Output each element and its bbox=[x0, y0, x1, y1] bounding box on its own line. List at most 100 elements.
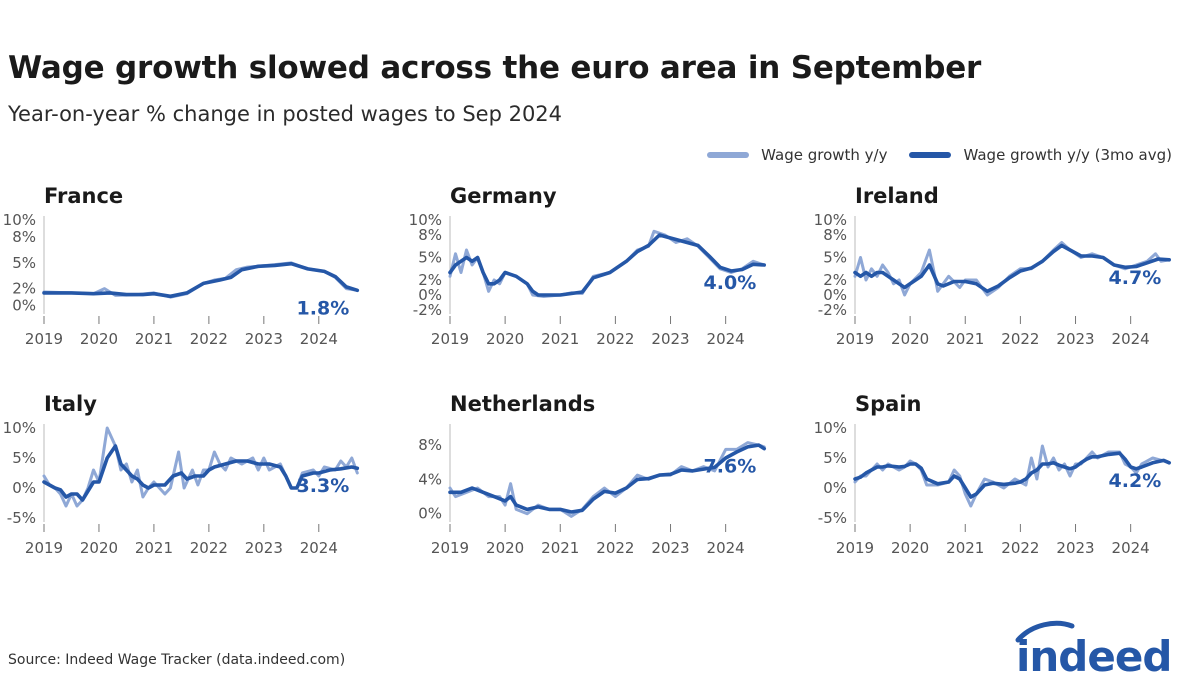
y-tick-label-netherlands: 8% bbox=[418, 436, 442, 454]
panel-title-netherlands: Netherlands bbox=[450, 392, 595, 416]
legend-item-avg: Wage growth y/y (3mo avg) bbox=[909, 146, 1172, 164]
y-tick-label-spain: 5% bbox=[823, 449, 847, 467]
x-tick-label-spain: 2023 bbox=[1056, 539, 1094, 557]
x-tick-label-germany: 2020 bbox=[486, 330, 524, 348]
chart-italy: Italy -5% 0% 5% 10% 2019 2020 2021 2022 2023 2024 3… bbox=[3, 392, 360, 557]
panel-title-france: France bbox=[44, 184, 123, 208]
y-tick-label-france: 5% bbox=[12, 254, 36, 272]
y-tick-label-spain: 0% bbox=[823, 479, 847, 497]
end-value-label-italy: 3.3% bbox=[297, 475, 350, 497]
y-tick-label-netherlands: 0% bbox=[418, 505, 442, 523]
y-tick-label-germany: -2% bbox=[413, 301, 442, 319]
y-tick-label-ireland: 5% bbox=[823, 249, 847, 267]
x-tick-label-france: 2023 bbox=[245, 330, 283, 348]
x-tick-label-spain: 2024 bbox=[1112, 539, 1150, 557]
x-tick-label-ireland: 2019 bbox=[836, 330, 874, 348]
x-tick-label-france: 2019 bbox=[25, 330, 63, 348]
series-line-avg-italy bbox=[42, 444, 360, 502]
x-tick-label-netherlands: 2019 bbox=[431, 539, 469, 557]
y-tick-label-spain: -5% bbox=[818, 509, 847, 527]
chart-netherlands: Netherlands 0% 4% 8% 2019 2020 2021 2022 2023 202… bbox=[418, 392, 766, 557]
x-tick-label-france: 2024 bbox=[300, 330, 338, 348]
x-tick-label-ireland: 2022 bbox=[1001, 330, 1039, 348]
legend-label-raw: Wage growth y/y bbox=[761, 146, 888, 164]
y-tick-label-germany: 10% bbox=[409, 211, 442, 229]
y-tick-label-italy: 0% bbox=[12, 479, 36, 497]
chart-france: France 0%2% 5% 8%10% 2019 2020 2021 2022 2023 202… bbox=[3, 184, 360, 348]
end-value-label-ireland: 4.7% bbox=[1109, 267, 1162, 289]
end-value-label-spain: 4.2% bbox=[1109, 470, 1162, 492]
x-tick-label-netherlands: 2021 bbox=[541, 539, 579, 557]
svg-text:indeed: indeed bbox=[1016, 632, 1171, 678]
x-tick-label-france: 2022 bbox=[190, 330, 228, 348]
x-tick-label-germany: 2022 bbox=[596, 330, 634, 348]
x-tick-label-italy: 2020 bbox=[80, 539, 118, 557]
x-tick-label-italy: 2024 bbox=[300, 539, 338, 557]
legend: Wage growth y/y Wage growth y/y (3mo avg… bbox=[685, 146, 1172, 164]
panel-title-italy: Italy bbox=[44, 392, 97, 416]
panel-title-ireland: Ireland bbox=[855, 184, 939, 208]
y-tick-label-germany: 2% bbox=[418, 271, 442, 289]
series-line-avg-germany bbox=[448, 233, 766, 297]
end-value-label-france: 1.8% bbox=[297, 297, 350, 319]
x-tick-label-ireland: 2024 bbox=[1112, 330, 1150, 348]
legend-label-avg: Wage growth y/y (3mo avg) bbox=[963, 146, 1172, 164]
y-tick-label-germany: 5% bbox=[418, 249, 442, 267]
x-tick-label-ireland: 2020 bbox=[891, 330, 929, 348]
panel-title-germany: Germany bbox=[450, 184, 557, 208]
y-tick-label-ireland: 0% bbox=[823, 286, 847, 304]
chart-germany: Germany -2%0%2% 5% 8%10% 2019 2020 2021 2022 202… bbox=[409, 184, 766, 348]
x-tick-label-ireland: 2021 bbox=[946, 330, 984, 348]
y-tick-label-ireland: 8% bbox=[823, 226, 847, 244]
legend-swatch-raw bbox=[707, 152, 750, 158]
y-tick-label-ireland: 10% bbox=[814, 211, 847, 229]
x-tick-label-germany: 2019 bbox=[431, 330, 469, 348]
y-tick-label-germany: 8% bbox=[418, 226, 442, 244]
y-tick-label-france: 2% bbox=[12, 280, 36, 298]
y-tick-label-italy: 5% bbox=[12, 449, 36, 467]
indeed-logo: indeed bbox=[1015, 620, 1172, 678]
y-tick-label-netherlands: 4% bbox=[418, 470, 442, 488]
x-tick-label-netherlands: 2022 bbox=[596, 539, 634, 557]
y-tick-label-spain: 10% bbox=[814, 419, 847, 437]
x-tick-label-spain: 2022 bbox=[1001, 539, 1039, 557]
chart-spain: Spain -5% 0% 5% 10% 2019 2020 2021 2022 2023 2024 4… bbox=[814, 392, 1171, 557]
panel-title-spain: Spain bbox=[855, 392, 921, 416]
legend-item-raw: Wage growth y/y bbox=[707, 146, 887, 164]
x-tick-label-germany: 2023 bbox=[651, 330, 689, 348]
y-tick-label-italy: -5% bbox=[7, 509, 36, 527]
y-tick-label-france: 10% bbox=[3, 211, 36, 229]
x-tick-label-netherlands: 2020 bbox=[486, 539, 524, 557]
series-line-avg-netherlands bbox=[448, 443, 766, 514]
x-tick-label-germany: 2024 bbox=[707, 330, 745, 348]
source-note: Source: Indeed Wage Tracker (data.indeed… bbox=[8, 652, 346, 668]
x-tick-label-italy: 2019 bbox=[25, 539, 63, 557]
x-tick-label-germany: 2021 bbox=[541, 330, 579, 348]
y-tick-label-ireland: -2% bbox=[818, 301, 847, 319]
x-tick-label-ireland: 2023 bbox=[1056, 330, 1094, 348]
x-tick-label-france: 2020 bbox=[80, 330, 118, 348]
x-tick-label-netherlands: 2024 bbox=[707, 539, 745, 557]
legend-swatch-avg bbox=[909, 152, 952, 158]
x-tick-label-netherlands: 2023 bbox=[651, 539, 689, 557]
chart-subtitle: Year-on-year % change in posted wages to… bbox=[8, 102, 563, 126]
chart-ireland: Ireland -2%0%2% 5% 8%10% 2019 2020 2021 2022 202… bbox=[814, 184, 1171, 348]
x-tick-label-france: 2021 bbox=[135, 330, 173, 348]
end-value-label-netherlands: 7.6% bbox=[704, 456, 757, 478]
y-tick-label-ireland: 2% bbox=[823, 271, 847, 289]
end-value-label-germany: 4.0% bbox=[704, 272, 757, 294]
y-tick-label-france: 8% bbox=[12, 228, 36, 246]
x-tick-label-italy: 2021 bbox=[135, 539, 173, 557]
x-tick-label-italy: 2023 bbox=[245, 539, 283, 557]
x-tick-label-italy: 2022 bbox=[190, 539, 228, 557]
series-line-avg-spain bbox=[853, 451, 1171, 499]
y-tick-label-france: 0% bbox=[12, 297, 36, 315]
x-tick-label-spain: 2019 bbox=[836, 539, 874, 557]
series-line-avg-ireland bbox=[853, 243, 1171, 294]
y-tick-label-germany: 0% bbox=[418, 286, 442, 304]
x-tick-label-spain: 2021 bbox=[946, 539, 984, 557]
series-line-avg-france bbox=[42, 261, 360, 299]
chart-title: Wage growth slowed across the euro area … bbox=[8, 50, 982, 86]
series-line-raw-netherlands bbox=[448, 441, 766, 518]
